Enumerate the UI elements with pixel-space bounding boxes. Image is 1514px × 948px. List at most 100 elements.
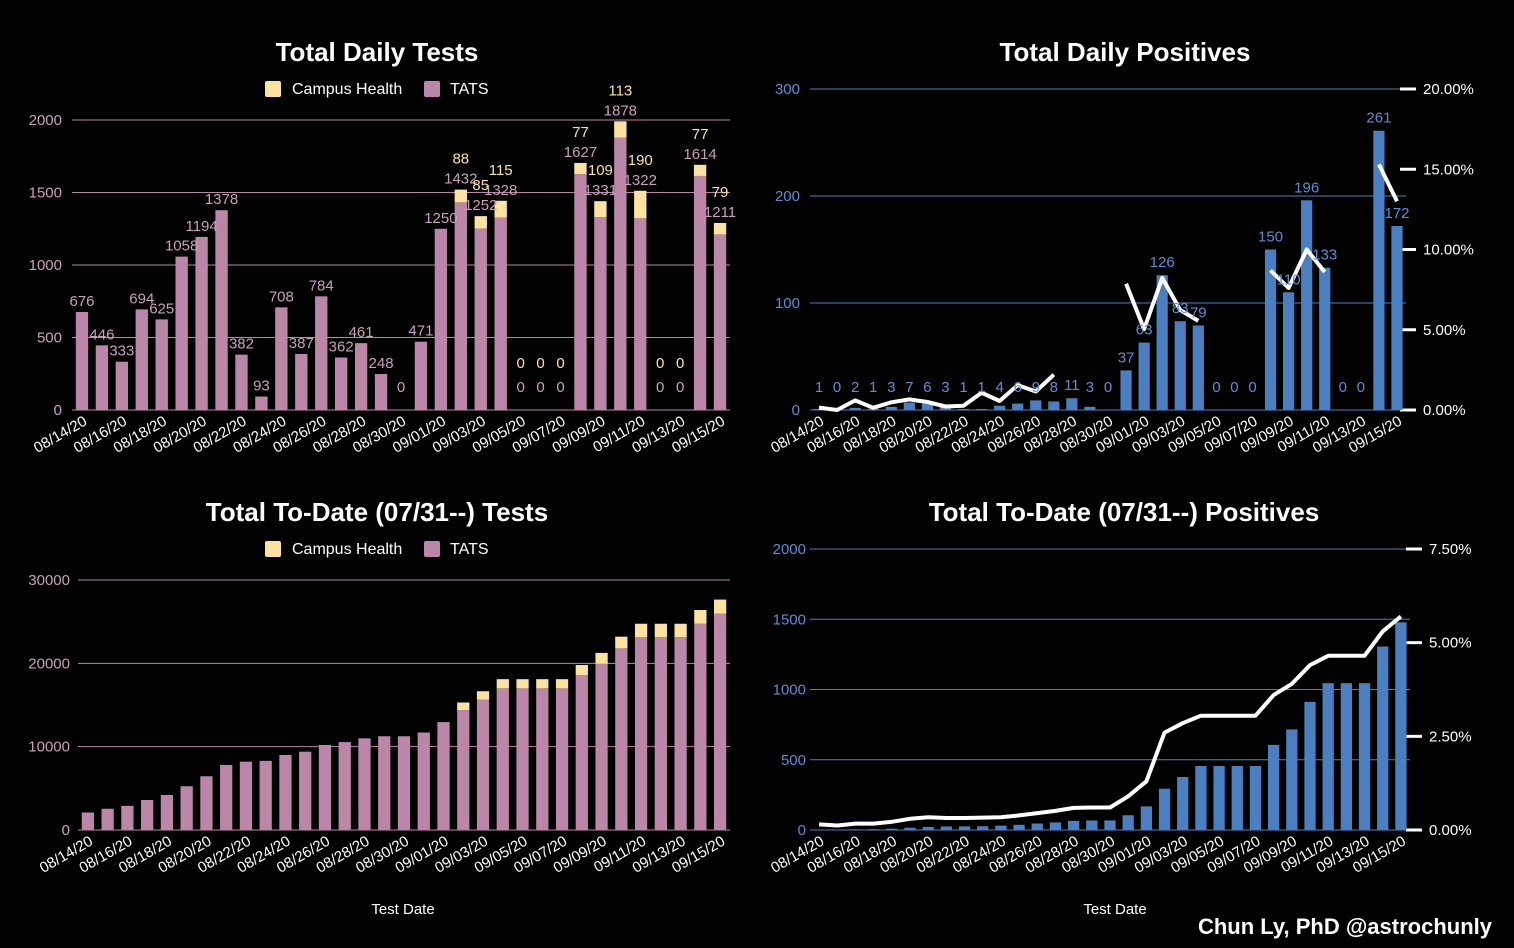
- bar-tats: [574, 174, 587, 410]
- bar-tats: [615, 648, 628, 830]
- y-tick-label: 2000: [773, 541, 806, 558]
- bar-tats: [95, 345, 109, 410]
- bar-tats: [195, 236, 208, 410]
- bar-positives: [1213, 765, 1225, 830]
- bar-tats: [141, 800, 154, 830]
- y-tick-label: 10000: [28, 739, 70, 756]
- data-label-positives: 37: [1118, 349, 1135, 366]
- todate-positives-x-axis: 08/14/2008/16/2008/18/2008/20/2008/22/20…: [768, 833, 1409, 877]
- bar-tats: [713, 234, 727, 410]
- bar-tats: [494, 217, 507, 410]
- bar-tats: [457, 710, 470, 830]
- bar-positives: [903, 402, 915, 410]
- data-label-tats: 1058: [165, 238, 198, 255]
- bar-tats: [239, 761, 253, 830]
- bar-campus-health: [516, 679, 529, 689]
- data-label-tats: 0: [397, 379, 405, 396]
- bar-positives: [1319, 267, 1331, 410]
- bar-positives: [921, 403, 933, 410]
- bar-tats: [674, 637, 687, 830]
- bar-tats: [160, 795, 174, 830]
- bar-positives: [1286, 729, 1298, 830]
- data-label-tats: 0: [676, 379, 684, 396]
- data-label-positives: 79: [1190, 304, 1207, 321]
- data-label-positives: 0: [1212, 379, 1220, 396]
- todate-positives-rate-line: [818, 614, 1403, 828]
- legend-swatch-campus-health: [265, 541, 281, 557]
- data-label-tats: 1194: [185, 218, 217, 235]
- bar-tats: [75, 311, 89, 410]
- data-label-positives: 3: [941, 379, 949, 396]
- data-label-positives: 150: [1258, 229, 1283, 246]
- bar-tats: [358, 738, 371, 830]
- data-label-tats: 362: [329, 339, 354, 356]
- data-label-campus-health: 77: [572, 124, 589, 141]
- bar-tats: [299, 751, 312, 830]
- bar-tats: [378, 736, 391, 830]
- todate-tests-x-axis-title: Test Date: [371, 901, 434, 918]
- legend-label-tats: TATS: [450, 81, 489, 98]
- data-label-positives: 3: [1086, 379, 1094, 396]
- daily-positives-y2-axis: 0.00% 5.00% 10.00% 15.00% 20.00%: [1400, 81, 1474, 419]
- bar-positives: [1066, 398, 1078, 410]
- bar-positives: [975, 408, 988, 410]
- bar-tats: [220, 765, 233, 830]
- legend-swatch-tats: [424, 81, 440, 97]
- data-label-tats: 461: [349, 324, 374, 341]
- data-label-tats: 1322: [624, 172, 657, 189]
- data-label-positives: 261: [1366, 110, 1391, 127]
- bar-positives: [940, 826, 952, 830]
- bar-positives: [1373, 130, 1385, 411]
- bar-positives: [1264, 249, 1277, 410]
- data-label-positives: 3: [887, 379, 895, 396]
- bar-tats: [115, 361, 129, 410]
- bar-campus-health: [595, 652, 608, 664]
- bar-tats: [121, 805, 134, 830]
- bar-tats: [437, 722, 450, 830]
- bar-tats: [255, 396, 268, 410]
- bar-tats: [259, 760, 272, 830]
- y-tick-label: 500: [781, 752, 806, 769]
- data-label-positives: 0: [1357, 379, 1365, 396]
- bar-tats: [417, 732, 430, 830]
- data-label-campus-health: 0: [676, 355, 684, 372]
- bar-positives: [1158, 788, 1171, 830]
- y-tick-label: 1500: [773, 611, 806, 628]
- data-label-campus-health: 115: [489, 162, 513, 179]
- data-label-positives: 83: [1172, 300, 1189, 317]
- bar-tats: [496, 688, 509, 830]
- y2-tick-label: 0.00%: [1429, 822, 1472, 839]
- data-label-tats: 93: [253, 378, 270, 395]
- bar-campus-health: [496, 679, 509, 689]
- bar-tats: [694, 623, 707, 830]
- legend-label-campus-health: Campus Health: [292, 81, 402, 98]
- bar-positives: [1084, 406, 1096, 410]
- bar-positives: [868, 829, 880, 830]
- bar-positives: [1156, 275, 1168, 410]
- bar-campus-health: [574, 162, 587, 175]
- legend-label-campus-health: Campus Health: [292, 541, 402, 558]
- bar-positives: [1012, 403, 1024, 410]
- bar-tats: [175, 256, 188, 410]
- bar-positives: [1122, 815, 1134, 830]
- bar-tats: [155, 319, 168, 410]
- data-label-positives: 6: [923, 379, 931, 396]
- bar-campus-health: [674, 623, 687, 638]
- bar-tats: [200, 776, 213, 830]
- author-credit: Chun Ly, PhD @astrochunly: [1197, 914, 1492, 939]
- bar-tats: [354, 343, 368, 410]
- data-label-tats: 1252: [464, 197, 497, 214]
- bar-positives: [1049, 822, 1062, 830]
- y-tick-label: 1000: [773, 682, 806, 699]
- data-label-campus-health: 113: [608, 82, 632, 99]
- bar-positives: [1195, 765, 1207, 830]
- data-label-positives: 0: [1104, 379, 1112, 396]
- bar-tats: [235, 354, 248, 410]
- bar-positives: [1358, 683, 1371, 830]
- todate-positives-title: Total To-Date (07/31--) Positives: [929, 497, 1320, 527]
- bar-tats: [536, 688, 549, 830]
- todate-tests-title: Total To-Date (07/31--) Tests: [206, 497, 548, 527]
- bar-tats: [476, 699, 490, 830]
- data-label-campus-health: 0: [556, 355, 564, 372]
